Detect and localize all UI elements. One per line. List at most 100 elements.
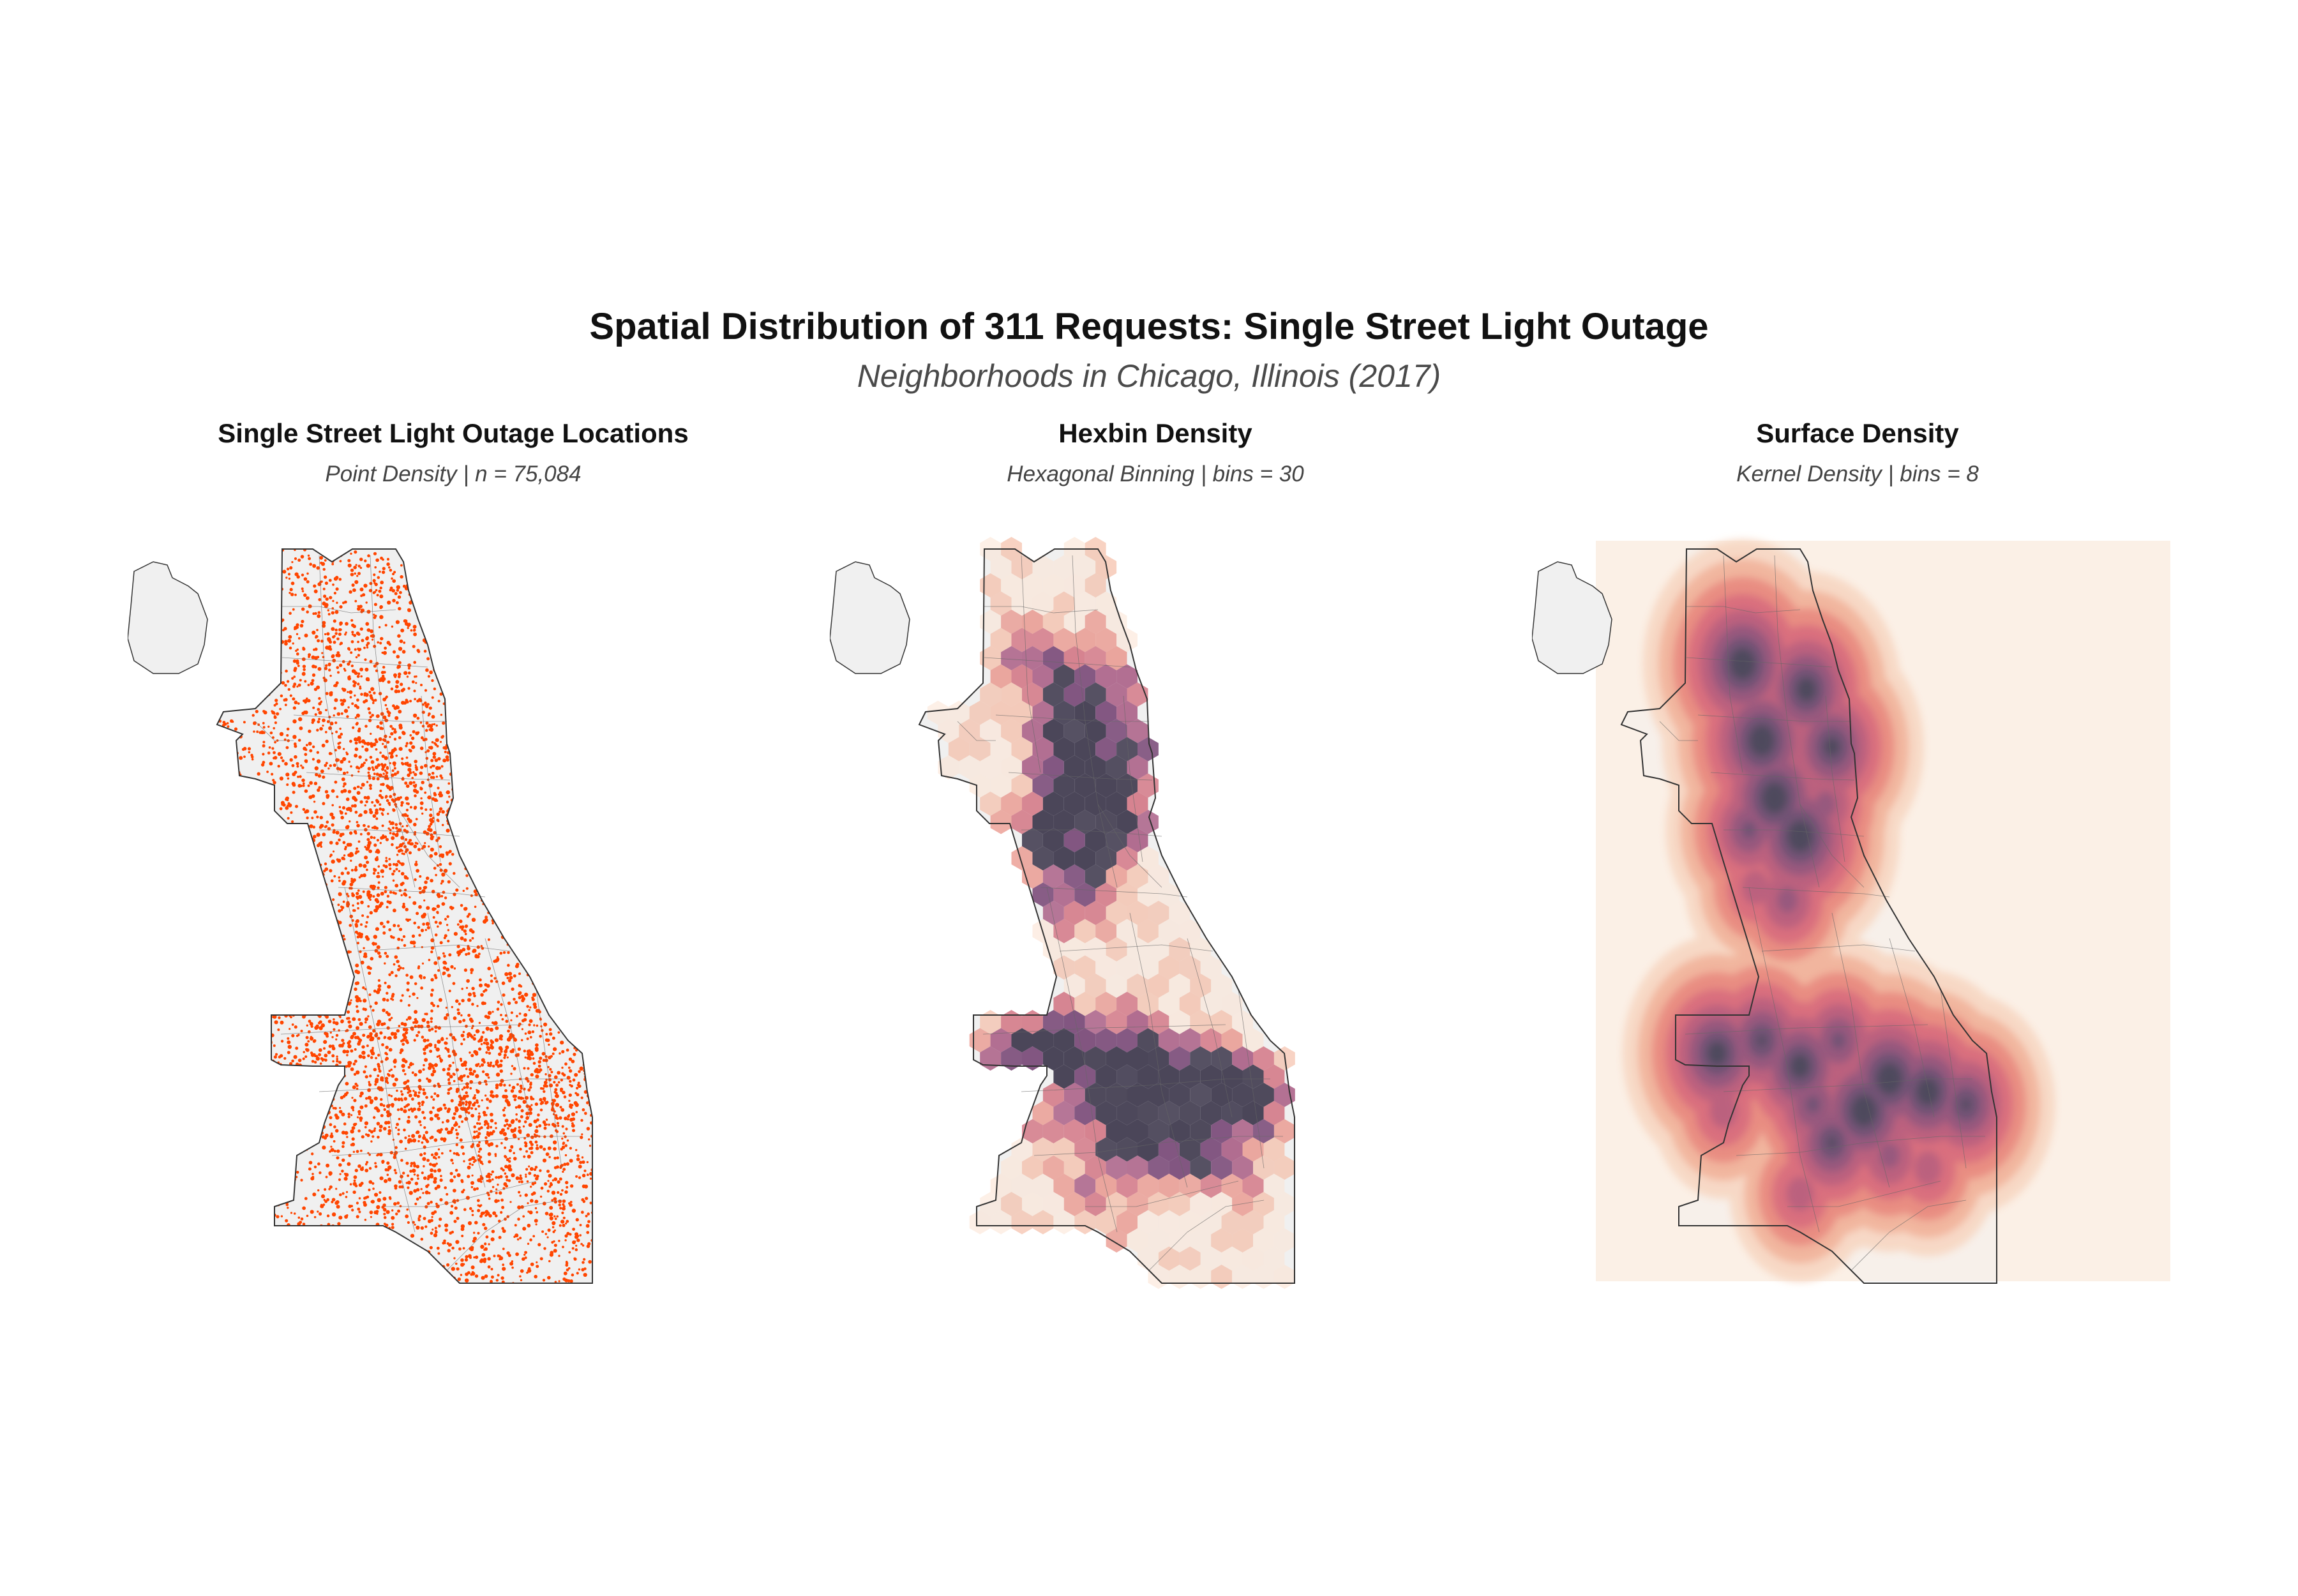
outage-point — [251, 963, 255, 967]
outage-point — [262, 726, 266, 729]
outage-point — [231, 1183, 236, 1187]
outage-point — [437, 836, 440, 840]
outage-point — [350, 568, 354, 572]
outage-point — [530, 1151, 534, 1154]
outage-point — [499, 816, 502, 820]
outage-point — [259, 658, 264, 663]
outage-point — [270, 866, 274, 870]
outage-point — [217, 1222, 222, 1226]
outage-point — [439, 1217, 442, 1221]
outage-point — [331, 804, 334, 807]
outage-point — [384, 769, 387, 772]
outage-point — [312, 1124, 316, 1128]
outage-point — [359, 1105, 364, 1110]
outage-point — [250, 647, 253, 651]
outage-point — [306, 1024, 308, 1027]
outage-point — [591, 843, 592, 846]
outage-point — [530, 900, 534, 903]
outage-point — [231, 958, 234, 961]
outage-point — [357, 1037, 361, 1041]
outage-point — [247, 662, 250, 665]
outage-point — [483, 1002, 486, 1005]
outage-point — [342, 1192, 345, 1195]
outage-point — [394, 955, 398, 959]
outage-point — [217, 1262, 220, 1265]
outage-point — [356, 1087, 359, 1090]
outage-point — [548, 1000, 553, 1004]
outage-point — [368, 808, 372, 811]
outage-point — [529, 1019, 533, 1023]
outage-point — [234, 946, 239, 951]
outage-point — [327, 609, 329, 612]
outage-point — [363, 694, 366, 696]
outage-point — [317, 1113, 322, 1118]
outage-point — [570, 960, 574, 963]
outage-point — [287, 573, 291, 576]
outage-point — [280, 927, 283, 930]
outage-point — [292, 839, 295, 842]
outage-point — [487, 1011, 492, 1015]
outage-point — [512, 1133, 516, 1138]
outage-point — [351, 631, 354, 634]
outage-point — [482, 1211, 485, 1215]
outage-point — [477, 1127, 481, 1131]
outage-point — [318, 1107, 322, 1112]
outage-point — [332, 831, 336, 834]
outage-point — [461, 925, 465, 929]
outage-point — [297, 702, 300, 705]
outage-point — [246, 894, 249, 896]
outage-point — [507, 558, 512, 562]
outage-point — [517, 562, 522, 566]
outage-point — [481, 609, 486, 614]
outage-point — [428, 728, 432, 732]
outage-point — [234, 956, 238, 960]
outage-point — [334, 683, 338, 688]
outage-point — [255, 1108, 259, 1111]
outage-point — [264, 1069, 267, 1073]
outage-point — [232, 1109, 236, 1113]
outage-point — [268, 1030, 271, 1033]
outage-point — [313, 1039, 317, 1043]
outage-point — [522, 735, 525, 739]
outage-point — [243, 755, 246, 758]
outage-point — [227, 733, 230, 737]
outage-point — [452, 1073, 455, 1076]
outage-point — [439, 807, 443, 811]
outage-point — [329, 596, 333, 599]
outage-point — [541, 768, 544, 771]
outage-point — [410, 842, 414, 846]
outage-point — [376, 1022, 380, 1027]
outage-point — [485, 663, 489, 667]
outage-point — [278, 922, 282, 927]
outage-point — [471, 937, 474, 940]
outage-point — [408, 819, 412, 824]
outage-point — [548, 664, 553, 668]
outage-point — [488, 1160, 492, 1164]
outage-point — [265, 1255, 269, 1260]
outage-point — [411, 745, 416, 749]
outage-point — [553, 958, 558, 962]
outage-point — [222, 1075, 226, 1079]
outage-point — [262, 741, 266, 744]
outage-point — [292, 831, 296, 835]
outage-point — [334, 632, 338, 635]
outage-point — [335, 1250, 338, 1253]
outage-point — [463, 1160, 465, 1163]
outage-point — [477, 610, 481, 614]
outage-point — [388, 900, 392, 905]
outage-point — [281, 878, 283, 882]
outage-point — [376, 777, 380, 781]
outage-point — [402, 935, 406, 938]
outage-point — [470, 1186, 474, 1189]
outage-point — [358, 876, 361, 879]
outage-point — [247, 747, 252, 751]
outage-point — [436, 1094, 440, 1097]
outage-point — [532, 1002, 537, 1007]
outage-point — [418, 905, 422, 909]
outage-point — [253, 1028, 257, 1032]
outage-point — [329, 674, 332, 677]
outage-point — [477, 763, 480, 766]
outage-point — [574, 549, 577, 550]
outage-point — [567, 885, 571, 889]
outage-point — [465, 1110, 469, 1114]
